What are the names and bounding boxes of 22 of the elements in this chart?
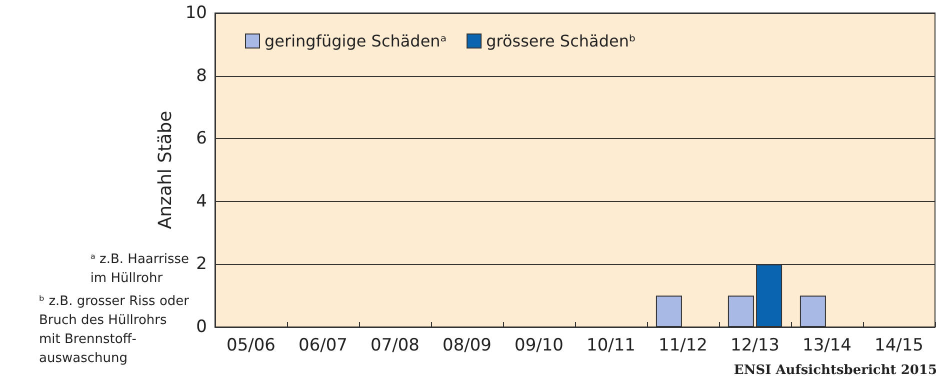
x-tick-label: 06/07 [298,336,348,356]
y-tick-label: 2 [196,254,207,274]
x-tick-label: 05/06 [226,336,276,356]
x-tick-label: 14/15 [874,336,924,356]
x-tick-label: 07/08 [370,336,420,356]
y-tick-label: 10 [185,3,207,23]
legend-label: geringfügige Schädenᵃ [264,32,447,50]
x-tick-label: 08/09 [442,336,492,356]
x-tick-label: 09/10 [514,336,564,356]
x-tick-label: 11/12 [658,336,708,356]
text: ᵇ z.B. grosser Riss oder Bruch des Hüllrohrs mit Brennstoff- auswaschung [39,294,190,366]
y-tick-label: 0 [196,317,207,337]
y-tick-label: 4 [196,191,207,212]
y-axis-title: Anzahl Stäbe [154,110,176,230]
x-tick-label: 10/11 [586,336,636,356]
x-tick-label: 13/14 [802,336,852,356]
y-tick-label: 6 [196,128,207,149]
text: ᵃ z.B. Haarrisse im Hüllrohr [90,252,189,286]
legend-label: grössere Schädenᵇ [486,32,636,50]
x-tick-label: 12/13 [730,336,780,356]
text: ENSI Aufsichtsbericht 2015 [734,363,937,378]
y-tick-label: 8 [196,66,207,86]
